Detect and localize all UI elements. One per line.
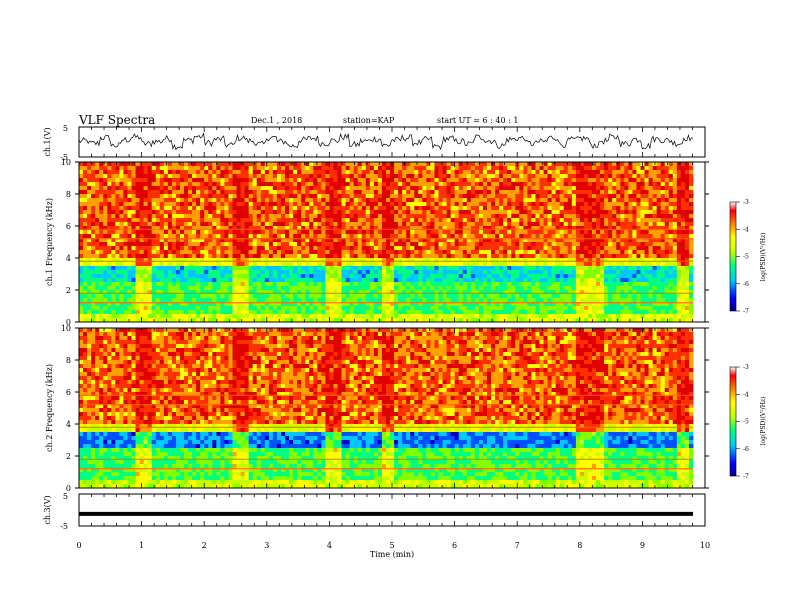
ytick-label: 10 [61, 324, 71, 333]
ytick-label: 0 [66, 484, 71, 493]
ytick-label: 0 [66, 318, 71, 327]
time-axis-label: Time (min) [370, 550, 414, 559]
ch3-ytick-5: 5 [63, 492, 68, 501]
ytick-label: 8 [66, 190, 71, 199]
start-time-label: start UT = 6 : 40 : 1 [437, 116, 519, 125]
ch2-colorbar-ticks: -3 -4 -5 -6 -7 [736, 364, 749, 480]
ch3-ytick-neg5: -5 [60, 522, 68, 531]
time-tick-label: 0 [76, 541, 81, 550]
ch1-ytick-5: 5 [63, 124, 68, 133]
time-tick-label: 1 [139, 541, 144, 550]
time-tick-label: 5 [389, 541, 394, 550]
station-label: station=KAP [343, 116, 395, 125]
ch1-spectrogram-ylabel: ch.1 Frequency (kHz) [45, 198, 54, 286]
figure-title: VLF Spectra [79, 113, 156, 127]
ch1-voltage-ylabel: ch.1(V) [43, 127, 52, 156]
colorbar-tick-label: -7 [743, 473, 749, 480]
ch2-yticks: 0 2 4 6 8 10 [61, 324, 709, 493]
time-tick-label: 10 [700, 541, 710, 550]
ytick-label: 6 [66, 222, 71, 231]
ch2-spectrogram [79, 328, 694, 489]
time-tick-label: 7 [515, 541, 520, 550]
time-tick-label: 9 [640, 541, 645, 550]
ytick-label: 6 [66, 388, 71, 397]
time-axis: 0 1 2 3 4 5 6 7 8 9 10 [76, 127, 710, 550]
ch1-ytick-neg5: -5 [60, 153, 68, 162]
colorbar-tick-label: -5 [743, 254, 749, 261]
ytick-label: 8 [66, 356, 71, 365]
ytick-label: 10 [61, 158, 71, 167]
ch2-colorbar: -3 -4 -5 -6 -7 log(PSD)(V²/Hz) [729, 364, 767, 480]
ytick-label: 4 [66, 254, 71, 263]
ytick-label: 4 [66, 420, 71, 429]
colorbar-tick-label: -7 [743, 308, 749, 315]
colorbar-tick-label: -6 [743, 446, 749, 453]
ch2-colorbar-label: log(PSD)(V²/Hz) [760, 397, 767, 446]
date-label: Dec.1 , 2018 [251, 116, 303, 125]
colorbar-tick-label: -3 [743, 364, 749, 371]
colorbar-tick-label: -4 [743, 391, 749, 398]
time-tick-label: 2 [202, 541, 207, 550]
colorbar-tick-label: -5 [743, 419, 749, 426]
ch1-voltage-panel: 5 -5 ch.1(V) [43, 124, 706, 162]
ch1-colorbar: -3 -4 -5 -6 -7 log(PSD)(V²/Hz) [729, 199, 767, 315]
ytick-label: 2 [66, 452, 71, 461]
time-tick-label: 4 [327, 541, 332, 550]
ytick-label: 2 [66, 286, 71, 295]
ch2-spectrogram-ylabel: ch.2 Frequency (kHz) [45, 364, 54, 452]
ch2-colorbar-scale [729, 366, 737, 477]
ch3-voltage-ylabel: ch.3(V) [43, 495, 52, 524]
ch1-colorbar-label: log(PSD)(V²/Hz) [760, 233, 767, 282]
ch1-colorbar-ticks: -3 -4 -5 -6 -7 [736, 199, 749, 315]
ch1-spectrogram [79, 162, 694, 323]
colorbar-tick-label: -6 [743, 281, 749, 288]
time-tick-label: 3 [264, 541, 269, 550]
time-tick-label: 8 [577, 541, 582, 550]
colorbar-tick-label: -4 [743, 226, 749, 233]
ch1-spectrogram-panel: 0 2 4 6 8 10 ch.1 Frequency (kHz) [45, 158, 709, 327]
ch2-spectrogram-panel: 0 2 4 6 8 10 ch.2 Frequency (kHz) [45, 324, 709, 493]
ch3-voltage-panel: 5 -5 ch.3(V) [43, 492, 706, 531]
ch1-colorbar-scale [729, 201, 737, 312]
ch1-voltage-trace [78, 132, 694, 151]
ch1-yticks: 0 2 4 6 8 10 [61, 158, 709, 327]
colorbar-tick-label: -3 [743, 199, 749, 206]
time-tick-label: 6 [452, 541, 457, 550]
